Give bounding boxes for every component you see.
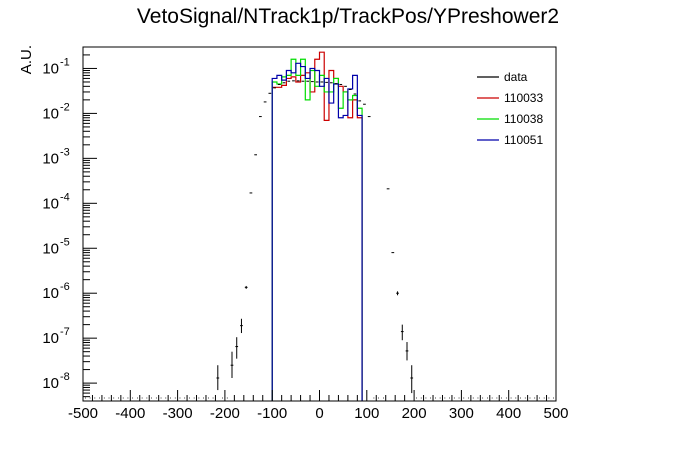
data-point — [396, 291, 399, 296]
data-point — [405, 342, 409, 361]
x-tick-label: -200 — [210, 405, 240, 422]
x-tick-label: -100 — [257, 405, 287, 422]
legend-entry: 110051 — [477, 133, 543, 147]
data-point — [216, 365, 220, 391]
y-axis-label: A.U. — [18, 45, 35, 74]
legend-label: 110038 — [504, 112, 543, 126]
legend-label: data — [504, 70, 528, 84]
y-tick-exponent: -2 — [60, 101, 70, 113]
data-point — [410, 365, 414, 394]
y-tick-label: 10 — [42, 60, 59, 77]
data-point — [240, 318, 243, 334]
data-point — [230, 351, 234, 378]
legend: data 110033 110038 110051 — [477, 70, 543, 147]
legend-entry: 110033 — [477, 91, 543, 105]
y-tick-label: 10 — [42, 375, 59, 392]
x-tick-label: -500 — [68, 405, 98, 422]
series-110051-histogram — [271, 62, 363, 401]
series-110038-histogram — [271, 58, 363, 401]
series-110033-histogram — [271, 51, 363, 401]
legend-entry: data — [477, 70, 528, 84]
x-tick-label: 100 — [354, 405, 379, 422]
y-tick-label: 10 — [42, 240, 59, 257]
x-tick-label: -300 — [163, 405, 193, 422]
legend-label: 110051 — [504, 133, 543, 147]
x-tick-label: 0 — [315, 405, 323, 422]
y-tick-label: 10 — [42, 105, 59, 122]
legend-label: 110033 — [504, 91, 543, 105]
y-tick-exponent: -4 — [60, 191, 70, 203]
y-tick-exponent: -3 — [60, 146, 70, 158]
x-tick-label: 200 — [402, 405, 427, 422]
y-tick-exponent: -1 — [60, 56, 70, 68]
x-tick-label: -400 — [115, 405, 145, 422]
y-tick-exponent: -6 — [60, 281, 70, 293]
x-tick-label: 400 — [496, 405, 521, 422]
y-tick-exponent: -5 — [60, 236, 70, 248]
plot-area — [85, 51, 554, 401]
y-tick-label: 10 — [42, 330, 59, 347]
data-point — [400, 324, 404, 341]
y-tick-exponent: -8 — [60, 371, 70, 383]
x-tick-label: 300 — [449, 405, 474, 422]
y-tick-label: 10 — [42, 150, 59, 167]
y-tick-label: 10 — [42, 285, 59, 302]
x-tick-label: 500 — [543, 405, 568, 422]
y-tick-exponent: -7 — [60, 326, 70, 338]
chart-title: VetoSignal/NTrack1p/TrackPos/YPreshower2 — [137, 5, 559, 28]
y-tick-label: 10 — [42, 195, 59, 212]
data-point — [235, 337, 239, 359]
data-point — [244, 285, 248, 289]
legend-entry: 110038 — [477, 112, 543, 126]
plot-frame — [82, 46, 557, 402]
